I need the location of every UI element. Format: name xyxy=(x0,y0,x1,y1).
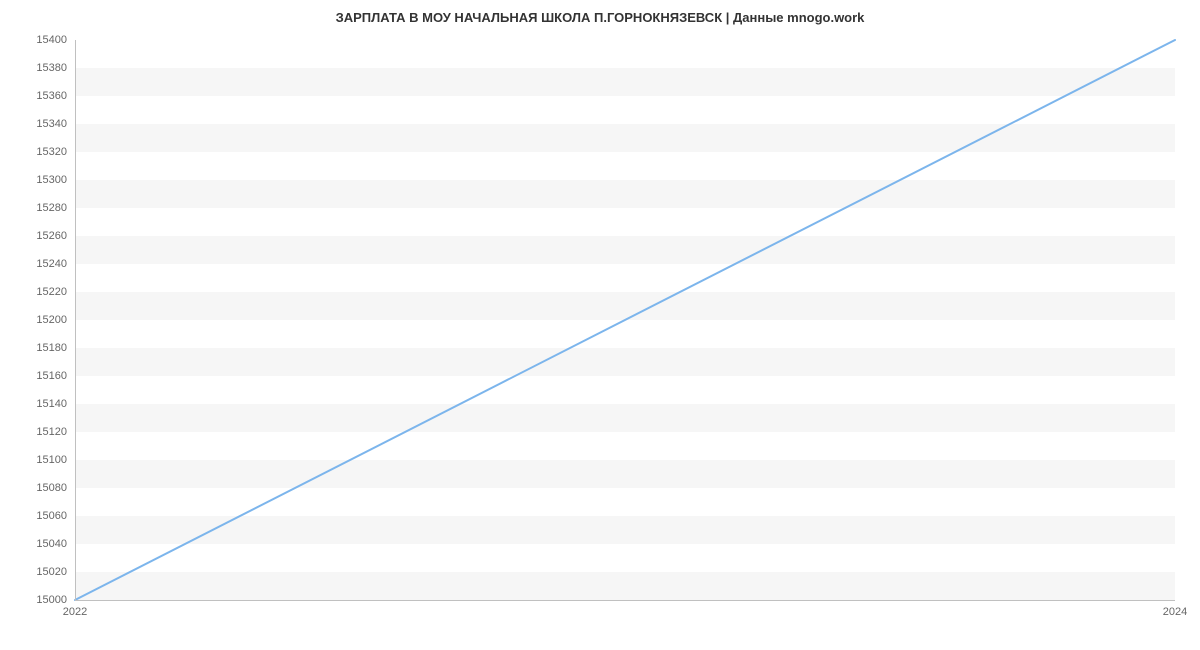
plot-area: 1500015020150401506015080151001512015140… xyxy=(75,40,1175,600)
x-tick-label: 2024 xyxy=(1163,600,1187,618)
y-tick-label: 15060 xyxy=(36,510,75,522)
series-line-salary xyxy=(75,40,1175,600)
y-tick-label: 15400 xyxy=(36,34,75,46)
y-tick-label: 15300 xyxy=(36,174,75,186)
chart-title: ЗАРПЛАТА В МОУ НАЧАЛЬНАЯ ШКОЛА П.ГОРНОКН… xyxy=(0,10,1200,25)
y-tick-label: 15140 xyxy=(36,398,75,410)
y-tick-label: 15260 xyxy=(36,230,75,242)
y-tick-label: 15200 xyxy=(36,314,75,326)
y-tick-label: 15360 xyxy=(36,90,75,102)
chart-line-layer xyxy=(75,40,1175,600)
y-tick-label: 15160 xyxy=(36,370,75,382)
y-tick-label: 15120 xyxy=(36,426,75,438)
y-tick-label: 15240 xyxy=(36,258,75,270)
y-tick-label: 15040 xyxy=(36,538,75,550)
y-tick-label: 15340 xyxy=(36,118,75,130)
y-tick-label: 15280 xyxy=(36,202,75,214)
x-tick-label: 2022 xyxy=(63,600,87,618)
y-tick-label: 15380 xyxy=(36,62,75,74)
y-axis-line xyxy=(75,40,76,600)
y-tick-label: 15100 xyxy=(36,454,75,466)
x-axis-line xyxy=(75,600,1175,601)
y-tick-label: 15320 xyxy=(36,146,75,158)
y-tick-label: 15220 xyxy=(36,286,75,298)
y-tick-label: 15180 xyxy=(36,342,75,354)
line-chart: ЗАРПЛАТА В МОУ НАЧАЛЬНАЯ ШКОЛА П.ГОРНОКН… xyxy=(0,0,1200,650)
y-tick-label: 15080 xyxy=(36,482,75,494)
y-tick-label: 15020 xyxy=(36,566,75,578)
